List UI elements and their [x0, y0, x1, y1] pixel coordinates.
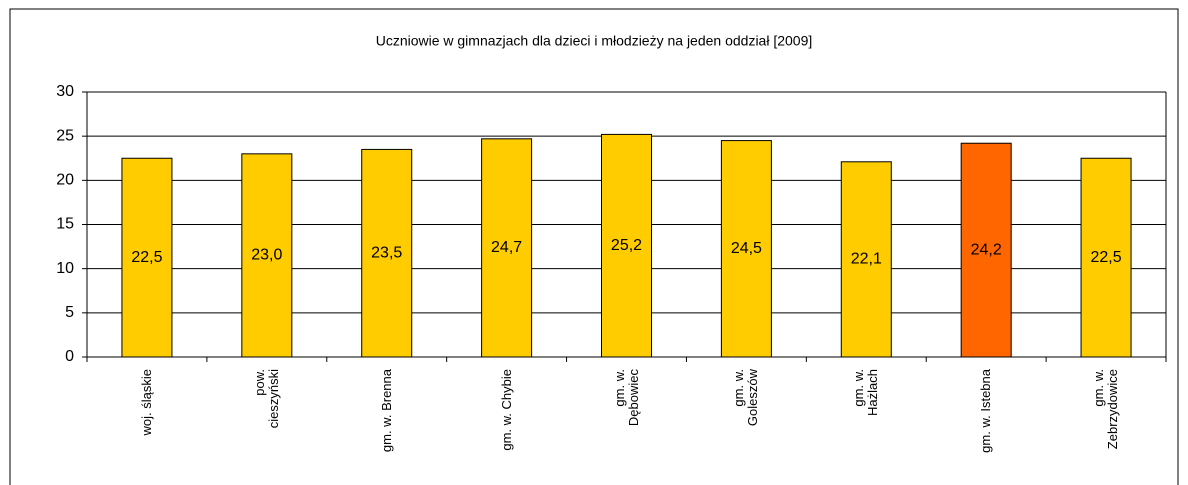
y-tick-label: 15 — [56, 216, 74, 233]
value-label: 23,5 — [371, 244, 402, 261]
x-tick-label: gm. w. Chybie — [498, 369, 514, 451]
value-label: 24,7 — [491, 239, 522, 256]
value-label: 24,5 — [731, 240, 762, 257]
x-tick-label: gm. w. Zebrzydowice — [1091, 369, 1121, 450]
y-tick-label: 0 — [65, 348, 74, 365]
y-tick-label: 20 — [56, 172, 74, 189]
y-tick-label: 30 — [56, 83, 74, 100]
y-tick-label: 5 — [65, 304, 74, 321]
value-label: 25,2 — [611, 237, 642, 254]
x-tick-label: gm. w. Istebna — [978, 369, 994, 453]
x-tick-label: gm. w. Hażlach — [851, 369, 881, 416]
x-tick-label: gm. w. Brenna — [378, 369, 394, 453]
value-label: 22,5 — [131, 249, 162, 266]
x-tick-label: woj. śląskie — [138, 369, 154, 436]
y-tick-label: 10 — [56, 260, 74, 277]
x-tick-label: gm. w. Goleszów — [731, 369, 761, 427]
bar — [601, 133, 652, 358]
bar — [960, 142, 1012, 358]
value-label: 23,0 — [251, 247, 282, 264]
bar — [241, 153, 293, 358]
x-tick-label: pow. cieszyński — [251, 369, 281, 429]
chart-title: Uczniowie w gimnazjach dla dzieci i młod… — [376, 33, 813, 49]
y-tick-label: 25 — [56, 127, 74, 144]
value-label: 22,1 — [851, 251, 882, 268]
value-label: 24,2 — [971, 241, 1002, 258]
bar — [1080, 157, 1132, 358]
bar — [720, 140, 772, 358]
bar — [361, 148, 413, 358]
bar — [121, 157, 173, 358]
bar — [481, 138, 533, 358]
value-label: 22,5 — [1090, 249, 1121, 266]
x-tick-label: gm. w. Dębowiec — [611, 369, 641, 427]
